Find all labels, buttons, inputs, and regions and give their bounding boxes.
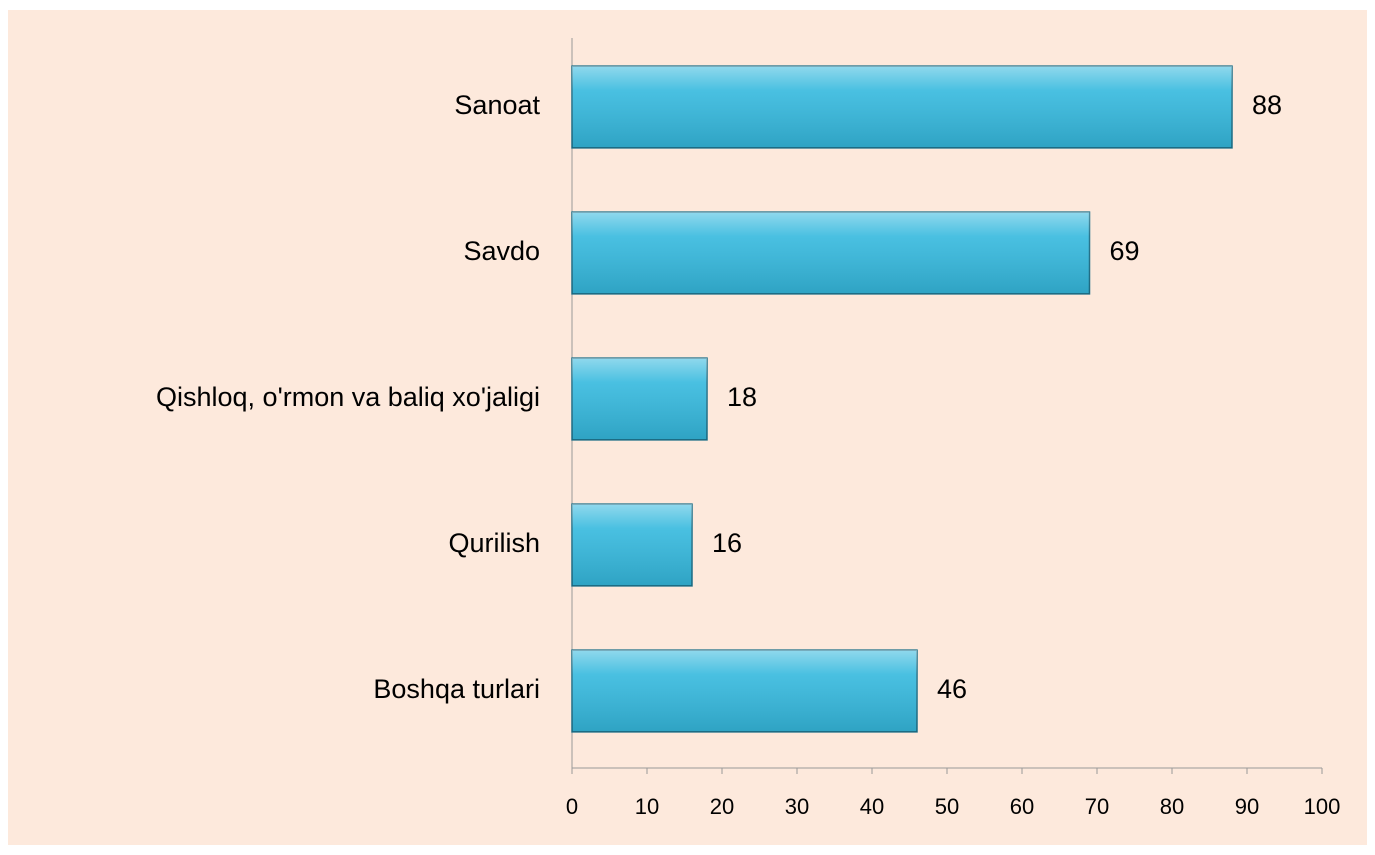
x-tick-label: 50 — [935, 794, 959, 819]
x-tick-label: 60 — [1010, 794, 1034, 819]
value-label: 46 — [937, 674, 967, 704]
x-tick-label: 0 — [566, 794, 578, 819]
bar — [571, 649, 918, 733]
bar — [571, 211, 1091, 295]
x-tick-label: 10 — [635, 794, 659, 819]
value-label: 18 — [727, 382, 757, 412]
y-tick-label: Savdo — [463, 236, 540, 266]
x-tick-label: 40 — [860, 794, 884, 819]
y-tick-label: Boshqa turlari — [373, 674, 540, 704]
value-label: 69 — [1110, 236, 1140, 266]
x-tick-label: 20 — [710, 794, 734, 819]
bar — [571, 357, 708, 441]
y-tick-label: Qishloq, o'rmon va baliq xo'jaligi — [156, 382, 540, 412]
x-tick-label: 90 — [1235, 794, 1259, 819]
value-label: 16 — [712, 528, 742, 558]
bar — [571, 65, 1233, 149]
x-tick-label: 70 — [1085, 794, 1109, 819]
value-label: 88 — [1252, 90, 1282, 120]
x-tick-label: 30 — [785, 794, 809, 819]
x-tick-label: 80 — [1160, 794, 1184, 819]
y-tick-label: Qurilish — [448, 528, 540, 558]
x-tick-label: 100 — [1304, 794, 1341, 819]
y-tick-label: Sanoat — [454, 90, 540, 120]
bar — [571, 503, 693, 587]
